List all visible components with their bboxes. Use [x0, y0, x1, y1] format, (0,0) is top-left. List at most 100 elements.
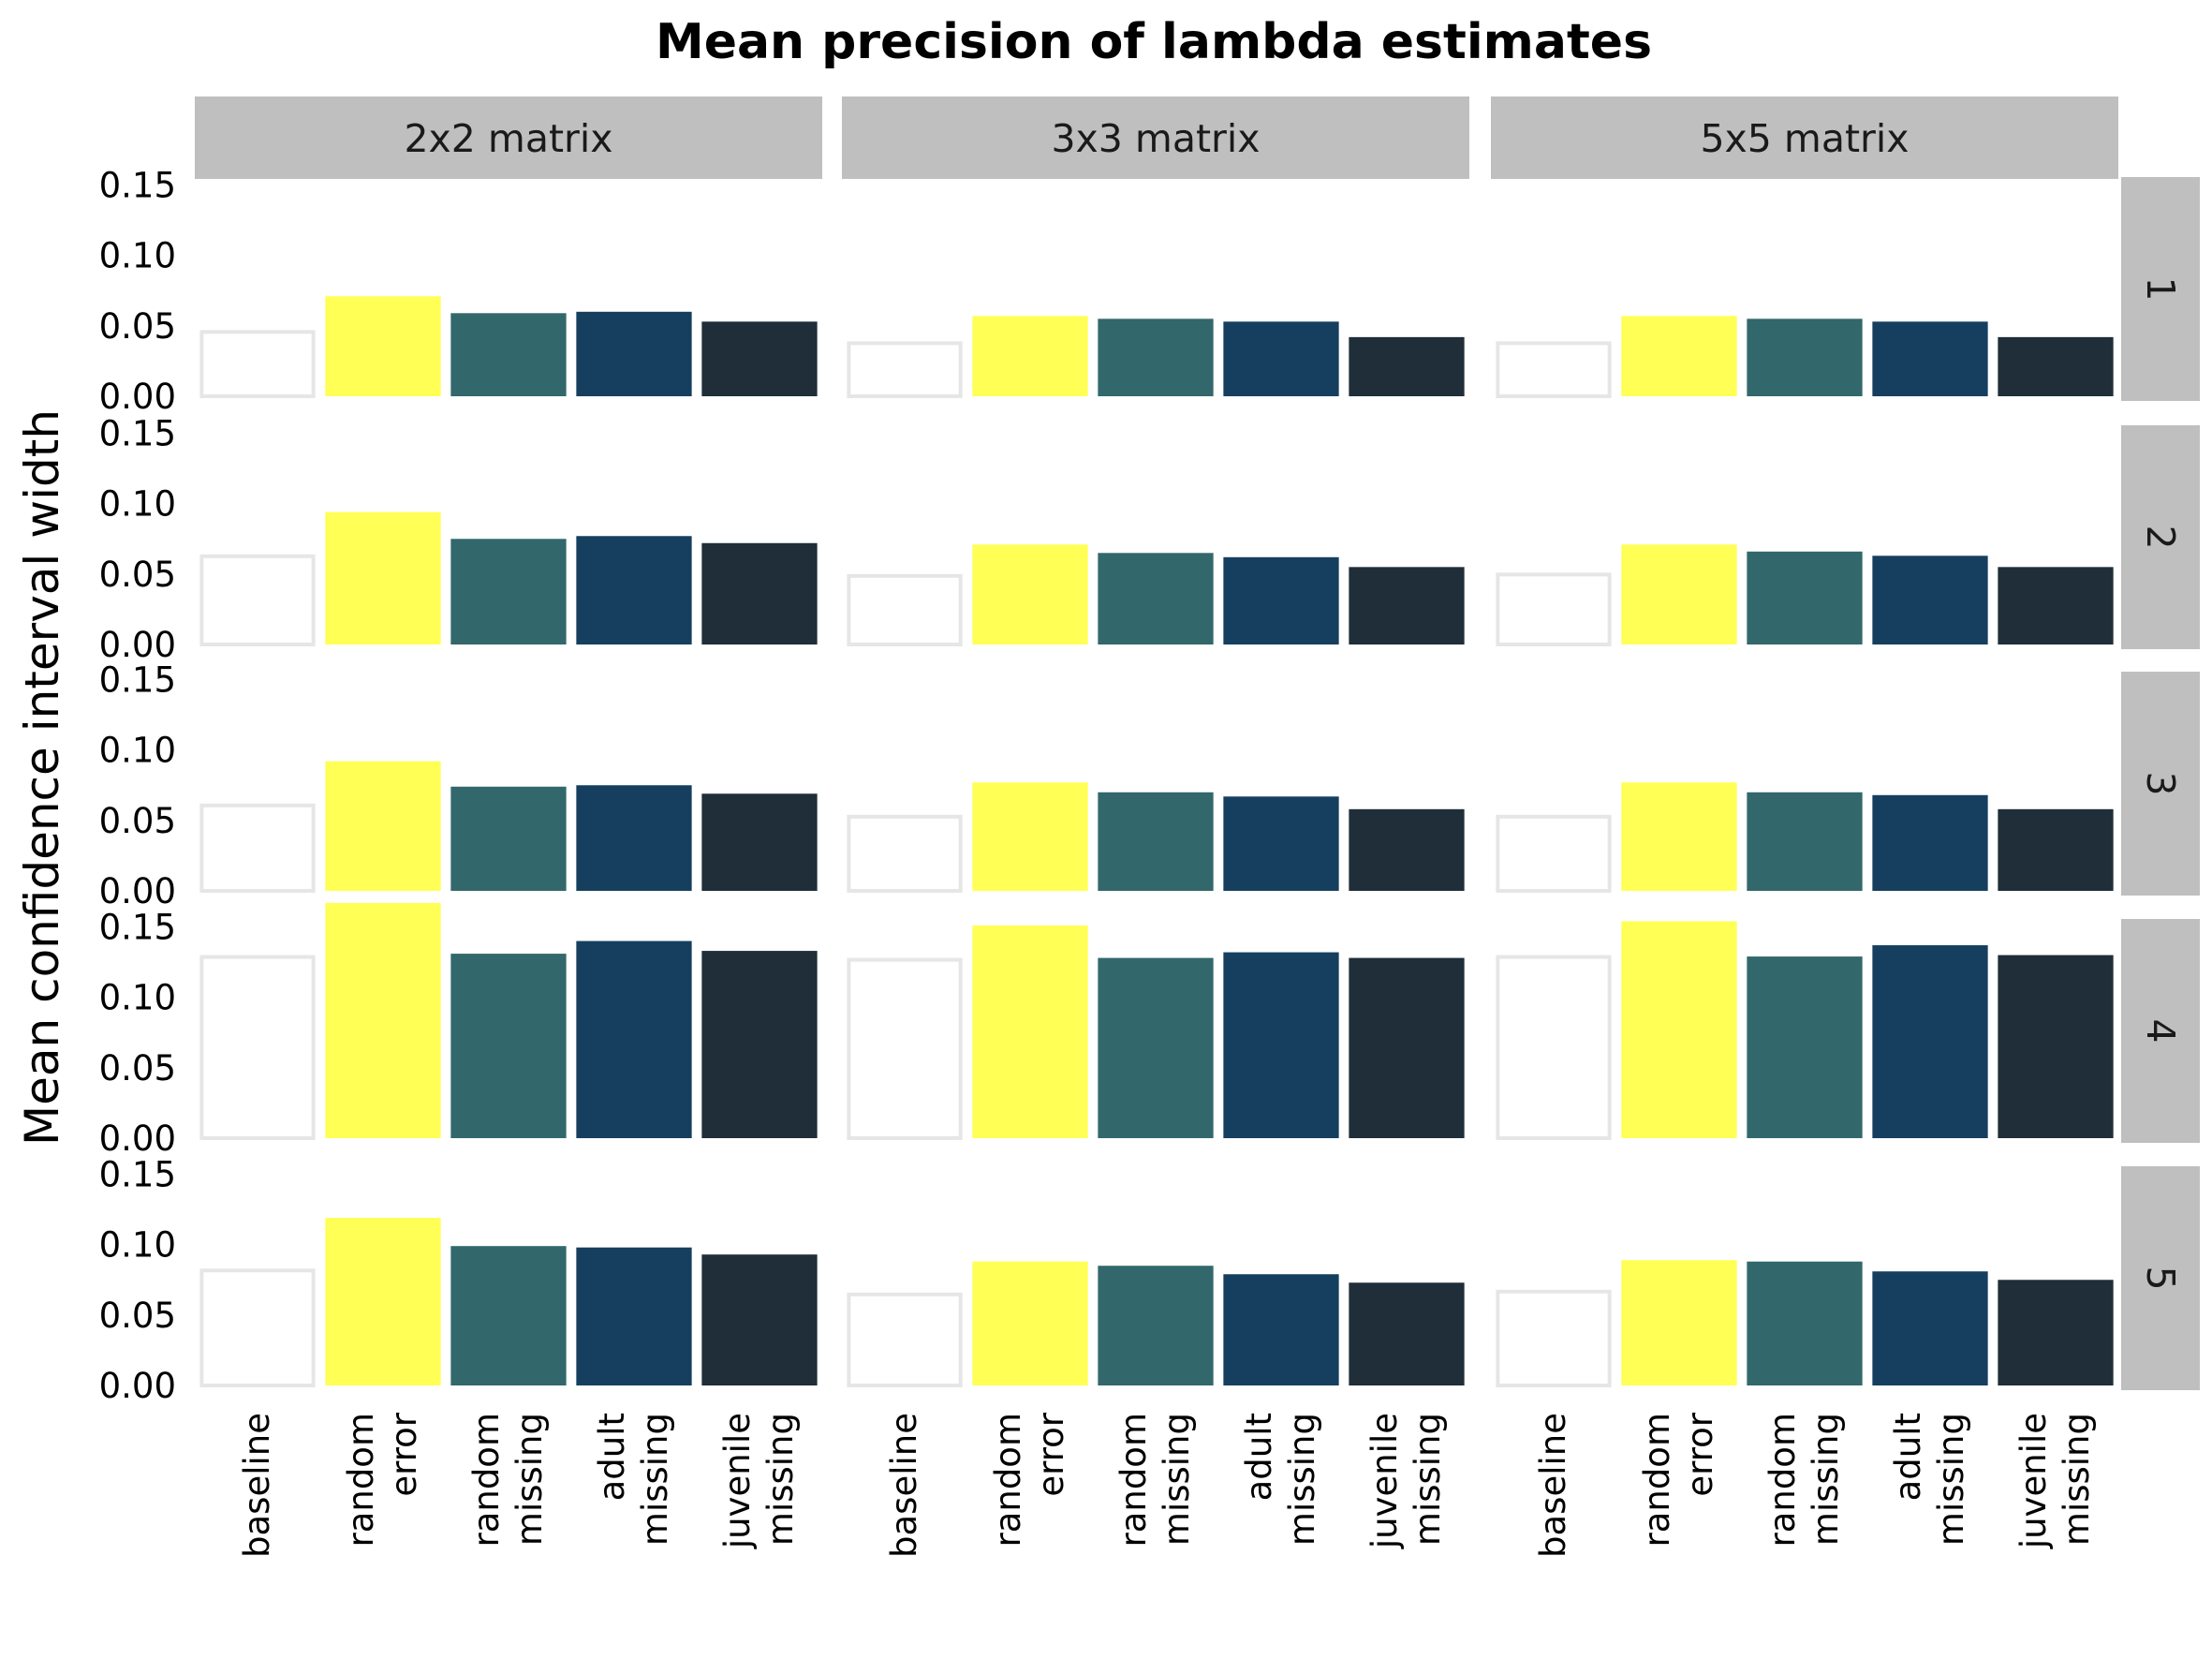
bar	[1872, 321, 1988, 396]
row-strip	[2121, 919, 2200, 1143]
bar	[1349, 957, 1465, 1138]
x-tick-label: random	[1762, 1413, 1803, 1548]
x-tick-label: error	[1031, 1412, 1071, 1496]
bar	[199, 955, 316, 1140]
bar	[1747, 1261, 1863, 1385]
bar	[1747, 551, 1863, 644]
row-strip	[2121, 177, 2200, 401]
x-tick-label: adult	[1888, 1413, 1928, 1501]
bar	[450, 954, 567, 1138]
x-tick-label: baseline	[237, 1413, 277, 1558]
x-tick-label: missing	[1157, 1413, 1197, 1546]
bar	[1747, 792, 1863, 891]
x-tick-label: adult	[1239, 1413, 1279, 1501]
y-tick-label: 0.15	[99, 908, 176, 948]
bar	[1621, 316, 1737, 396]
y-tick-label: 0.10	[99, 484, 176, 525]
bar	[972, 316, 1088, 396]
y-tick-label: 0.10	[99, 236, 176, 276]
bar	[1349, 1282, 1465, 1385]
x-tick-label: missing	[635, 1413, 675, 1546]
column-strip	[842, 96, 1469, 179]
bar	[1998, 336, 2114, 396]
row-strip-label: 5	[2138, 1266, 2183, 1290]
bar	[576, 785, 692, 891]
bar	[1998, 567, 2114, 644]
bar	[1496, 814, 1612, 893]
bar	[1098, 957, 1214, 1138]
bar	[972, 1261, 1088, 1385]
bar	[199, 803, 316, 893]
x-tick-label: missing	[1931, 1413, 1971, 1546]
row-strip	[2121, 1166, 2200, 1390]
bar	[325, 296, 441, 396]
x-tick-label: missing	[1408, 1413, 1448, 1546]
bar	[1621, 544, 1737, 644]
bar	[325, 761, 441, 891]
y-tick-label: 0.15	[99, 166, 176, 206]
x-tick-label: missing	[1806, 1413, 1846, 1546]
bar	[450, 313, 567, 396]
y-tick-label: 0.00	[99, 377, 176, 417]
x-tick-label: random	[341, 1413, 381, 1548]
facet-strips: 2x2 matrix 3x3 matrix 5x5 matrix 1 2 3 4 5	[195, 96, 2200, 1390]
bar	[576, 1247, 692, 1385]
column-strip	[1491, 96, 2118, 179]
y-tick-label: 0.05	[99, 1296, 176, 1336]
bar	[1496, 572, 1612, 647]
bar	[1349, 567, 1465, 644]
bar	[1496, 341, 1612, 399]
column-strip-label: 2x2 matrix	[404, 116, 612, 161]
bar	[701, 1254, 818, 1385]
bar	[1098, 1266, 1214, 1385]
bar	[972, 782, 1088, 891]
y-tick-label: 0.00	[99, 1118, 176, 1159]
x-tick-label: juvenile	[2013, 1413, 2054, 1549]
bar	[1496, 955, 1612, 1140]
bar	[1872, 945, 1988, 1138]
bar	[1998, 808, 2114, 891]
x-tick-label: baseline	[1533, 1413, 1573, 1558]
bar	[1872, 1271, 1988, 1385]
x-tick-label: error	[1680, 1412, 1720, 1496]
x-tick-label: baseline	[884, 1413, 924, 1558]
bar	[847, 573, 963, 646]
bar	[1349, 336, 1465, 396]
column-strip-label: 3x3 matrix	[1051, 116, 1260, 161]
bar	[1098, 553, 1214, 644]
y-tick-label: 0.10	[99, 731, 176, 771]
bar	[1223, 952, 1339, 1138]
chart-title: Mean precision of lambda estimates	[656, 14, 1652, 70]
bar	[1747, 318, 1863, 396]
bar	[450, 539, 567, 644]
bar	[576, 311, 692, 396]
bar	[1621, 782, 1737, 891]
bar	[847, 341, 963, 399]
bar	[847, 814, 963, 893]
bar	[1747, 956, 1863, 1138]
y-tick-label: 0.15	[99, 660, 176, 701]
bar	[1621, 1260, 1737, 1385]
bar	[1349, 808, 1465, 891]
y-tick-label: 0.00	[99, 625, 176, 665]
bar	[847, 1292, 963, 1388]
bar	[576, 941, 692, 1138]
x-tick-label: missing	[1282, 1413, 1322, 1546]
column-strip	[195, 96, 822, 179]
bar	[1998, 955, 2114, 1138]
bar	[701, 542, 818, 644]
bar	[1496, 1289, 1612, 1387]
bar	[1872, 555, 1988, 644]
row-strip-label: 3	[2138, 771, 2183, 795]
column-strip-label: 5x5 matrix	[1700, 116, 1909, 161]
x-tick-label: juvenile	[717, 1413, 758, 1549]
row-strip	[2121, 425, 2200, 649]
bar	[1098, 318, 1214, 396]
y-tick-label: 0.00	[99, 871, 176, 911]
x-axis-tick-labels: baseline random error random missing adult mis…	[237, 1412, 2097, 1558]
bar	[450, 786, 567, 891]
bar	[1621, 921, 1737, 1138]
bar	[199, 1268, 316, 1388]
bar	[1998, 1280, 2114, 1385]
